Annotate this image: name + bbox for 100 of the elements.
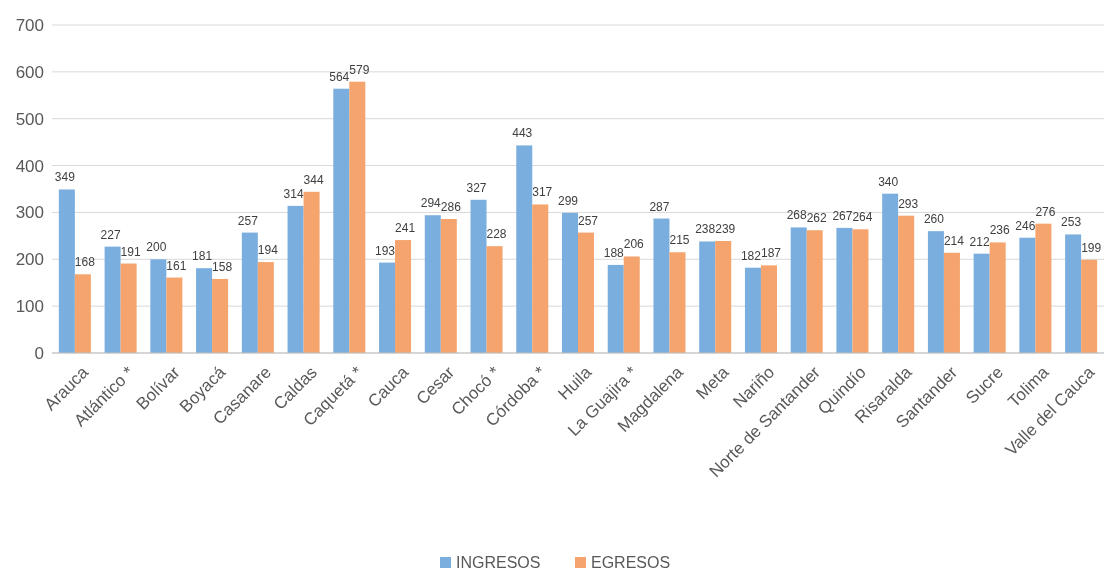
y-tick-label: 300 bbox=[15, 203, 44, 223]
bar bbox=[303, 191, 320, 353]
data-label: 294 bbox=[420, 196, 442, 211]
data-label: 257 bbox=[578, 213, 599, 228]
y-tick-label: 200 bbox=[15, 250, 44, 270]
data-label: 241 bbox=[395, 221, 416, 236]
data-label: 299 bbox=[557, 193, 579, 208]
data-label: 188 bbox=[603, 245, 625, 260]
bar bbox=[424, 215, 441, 353]
data-label: 191 bbox=[120, 244, 141, 259]
bar bbox=[623, 256, 640, 353]
bar bbox=[395, 240, 412, 353]
data-label: 212 bbox=[969, 234, 990, 249]
bar bbox=[898, 215, 915, 353]
data-label: 214 bbox=[943, 233, 965, 248]
data-label: 257 bbox=[237, 213, 259, 228]
data-label: 215 bbox=[669, 233, 690, 248]
bar bbox=[212, 278, 229, 353]
y-tick-label: 500 bbox=[15, 109, 44, 129]
bar bbox=[669, 252, 686, 353]
y-tick-label: 400 bbox=[15, 156, 44, 176]
data-label: 268 bbox=[786, 208, 808, 223]
y-tick-label: 100 bbox=[15, 297, 44, 317]
bar bbox=[699, 241, 716, 353]
bar bbox=[257, 262, 274, 353]
data-label: 344 bbox=[303, 172, 324, 187]
data-label: 314 bbox=[283, 186, 304, 201]
bar bbox=[120, 263, 137, 353]
legend-label: INGRESOS bbox=[456, 554, 541, 571]
data-label: 193 bbox=[375, 243, 396, 258]
bar bbox=[1019, 237, 1036, 353]
data-label: 239 bbox=[715, 222, 736, 237]
data-label: 276 bbox=[1035, 204, 1056, 219]
bar bbox=[440, 218, 457, 353]
bar bbox=[1035, 223, 1052, 353]
bar bbox=[882, 193, 899, 353]
data-label: 443 bbox=[512, 126, 533, 141]
bar bbox=[927, 231, 944, 353]
bar bbox=[744, 267, 761, 353]
data-label: 327 bbox=[466, 180, 487, 195]
bar bbox=[58, 189, 75, 353]
bar bbox=[790, 227, 807, 353]
legend-label: EGRESOS bbox=[591, 554, 671, 571]
bar bbox=[653, 218, 670, 353]
data-label: 253 bbox=[1061, 215, 1082, 230]
y-tick-label: 700 bbox=[15, 15, 44, 35]
bar bbox=[333, 88, 350, 353]
data-label: 293 bbox=[898, 196, 919, 211]
bar bbox=[806, 230, 823, 353]
data-label: 264 bbox=[852, 210, 873, 225]
data-label: 317 bbox=[532, 185, 553, 200]
data-label: 200 bbox=[146, 240, 167, 255]
bar bbox=[150, 259, 167, 353]
data-label: 340 bbox=[878, 174, 899, 189]
data-label: 228 bbox=[486, 227, 507, 242]
data-label: 206 bbox=[623, 237, 645, 252]
data-label: 246 bbox=[1015, 218, 1036, 233]
y-tick-label: 0 bbox=[34, 343, 44, 363]
bar bbox=[349, 81, 366, 353]
y-tick-label: 600 bbox=[15, 62, 44, 82]
data-label: 199 bbox=[1081, 240, 1102, 255]
data-label: 564 bbox=[329, 69, 350, 84]
data-label: 187 bbox=[760, 246, 782, 261]
bar bbox=[760, 265, 777, 353]
bar bbox=[1081, 259, 1098, 353]
bar bbox=[470, 199, 487, 353]
bar bbox=[486, 246, 503, 353]
data-label: 236 bbox=[989, 223, 1010, 238]
data-label: 349 bbox=[54, 170, 76, 185]
bar bbox=[1065, 234, 1082, 353]
bar bbox=[166, 277, 183, 353]
bar bbox=[532, 204, 549, 353]
data-label: 158 bbox=[212, 259, 233, 274]
bar bbox=[287, 205, 304, 353]
data-label: 181 bbox=[192, 249, 213, 264]
data-label: 227 bbox=[100, 227, 121, 242]
bar bbox=[607, 264, 624, 353]
bar bbox=[196, 268, 213, 353]
bar bbox=[715, 241, 732, 353]
bar bbox=[852, 229, 869, 353]
data-label: 287 bbox=[649, 199, 670, 214]
bar bbox=[74, 274, 91, 353]
bar bbox=[561, 212, 578, 353]
bar bbox=[973, 253, 990, 353]
bar bbox=[989, 242, 1006, 353]
data-label: 579 bbox=[349, 62, 370, 77]
data-label: 238 bbox=[695, 222, 716, 237]
data-label: 267 bbox=[832, 208, 853, 223]
bar bbox=[578, 232, 595, 353]
data-label: 168 bbox=[74, 255, 96, 270]
bar bbox=[241, 232, 258, 353]
data-label: 286 bbox=[440, 199, 462, 214]
data-label: 161 bbox=[166, 258, 187, 273]
bar bbox=[836, 227, 853, 353]
bar bbox=[379, 262, 396, 353]
bar bbox=[943, 252, 960, 353]
data-label: 260 bbox=[923, 212, 945, 227]
data-label: 194 bbox=[257, 243, 279, 258]
bar bbox=[516, 145, 533, 353]
bar bbox=[104, 246, 121, 353]
